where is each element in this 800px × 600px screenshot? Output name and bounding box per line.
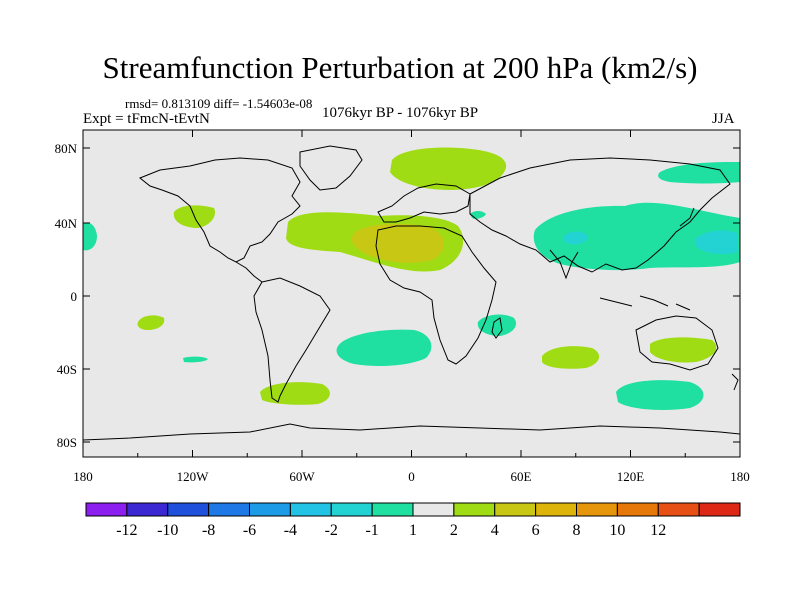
- colorbar-box: [412, 502, 455, 517]
- colorbar-label: -10: [157, 522, 178, 539]
- colorbar-box: [494, 502, 537, 517]
- coast-australia: [635, 315, 719, 371]
- colorbar-box: [371, 502, 414, 517]
- colorbar-label: 1: [409, 522, 417, 539]
- colorbar-label: 6: [532, 522, 540, 539]
- coast-madagascar: [491, 317, 503, 339]
- contour-southern-ocean-neg: [616, 380, 704, 410]
- coast-south-america: [253, 277, 331, 403]
- colorbar-box: [249, 502, 291, 517]
- period-label: 1076kyr BP - 1076kyr BP: [322, 105, 479, 121]
- contour-south-atlantic-neg: [336, 329, 432, 366]
- contour-north-pacific-neg: [658, 162, 740, 184]
- colorbar-box: [167, 502, 210, 517]
- lat-tick-label: 80S: [57, 435, 77, 450]
- contour-pacific-neg2: [694, 230, 738, 255]
- lat-tick-label: 0: [71, 289, 78, 304]
- colorbar-label: 2: [450, 522, 458, 539]
- lon-tick-label: 180: [730, 469, 750, 484]
- contour-s-america-pos: [260, 382, 330, 405]
- colorbar-box: [535, 502, 577, 517]
- lon-tick-label: 180: [73, 469, 93, 484]
- stats-label: rmsd= 0.813109 diff= -1.54603e-08: [125, 96, 313, 111]
- coast-greenland: [299, 145, 363, 191]
- contour-north-africa-pos2: [351, 223, 444, 263]
- colorbar-box: [85, 502, 128, 517]
- colorbar: -12 -10 -8 -6 -4 -2 -1 1 2 4 6 8 10 12: [85, 502, 741, 539]
- coastlines: [83, 145, 740, 441]
- lat-tick-label: 40N: [55, 216, 78, 231]
- coast-central-america: [235, 261, 263, 283]
- colorbar-label: 10: [609, 522, 625, 539]
- colorbar-label: -12: [116, 522, 137, 539]
- coast-new-zealand: [731, 373, 739, 391]
- colorbar-box: [289, 502, 332, 517]
- lat-tick-label: 80N: [55, 141, 78, 156]
- contour-west-pacific-neg: [83, 222, 97, 251]
- colorbar-label: 4: [491, 522, 499, 539]
- lon-tick-label: 0: [408, 469, 415, 484]
- contour-south-pacific-neg-small: [183, 356, 208, 363]
- lat-tick-label: 40S: [57, 362, 77, 377]
- colorbar-label: 8: [573, 522, 581, 539]
- coast-africa: [375, 225, 497, 365]
- lon-tick-label: 60W: [289, 469, 315, 484]
- colorbar-label: -8: [202, 522, 215, 539]
- colorbar-box: [208, 502, 250, 517]
- contour-madagascar-neg: [477, 314, 517, 336]
- colorbar-label: -2: [325, 522, 338, 539]
- contour-australia-pos: [650, 337, 717, 363]
- colorbar-label: -4: [284, 522, 297, 539]
- colorbar-box: [698, 502, 741, 517]
- season-label: JJA: [712, 111, 735, 127]
- colorbar-box: [576, 502, 618, 517]
- coast-japan: [679, 207, 695, 227]
- coast-asia: [469, 157, 731, 273]
- colorbar-box: [126, 502, 169, 517]
- coast-antarctica: [83, 423, 740, 441]
- colorbar-box: [330, 502, 373, 517]
- map-title: Streamfunction Perturbation at 200 hPa (…: [102, 50, 698, 85]
- colorbar-label: -1: [365, 522, 378, 539]
- map-axes: 80N 40N 0 40S 80S 180 120W 60W 0 60E 120E 180: [55, 130, 750, 484]
- coast-north-america: [139, 157, 301, 263]
- contour-asia-neg2a: [563, 231, 588, 245]
- coast-india: [549, 249, 579, 280]
- contour-s-indian-pos: [542, 346, 600, 369]
- experiment-label: Expt = tFmcN-tEvtN: [83, 111, 210, 127]
- colorbar-box: [453, 502, 496, 517]
- coast-europe: [377, 183, 471, 223]
- colorbar-box: [616, 502, 659, 517]
- colorbar-label: -6: [243, 522, 256, 539]
- lon-tick-label: 120E: [617, 469, 645, 484]
- contour-trop-pacific-pos: [137, 315, 165, 330]
- colorbar-label: 12: [650, 522, 666, 539]
- lon-tick-label: 60E: [511, 469, 532, 484]
- coast-indonesia: [599, 295, 691, 311]
- lon-tick-label: 120W: [177, 469, 210, 484]
- colorbar-box: [657, 502, 700, 517]
- contour-arctic-pos: [390, 147, 507, 190]
